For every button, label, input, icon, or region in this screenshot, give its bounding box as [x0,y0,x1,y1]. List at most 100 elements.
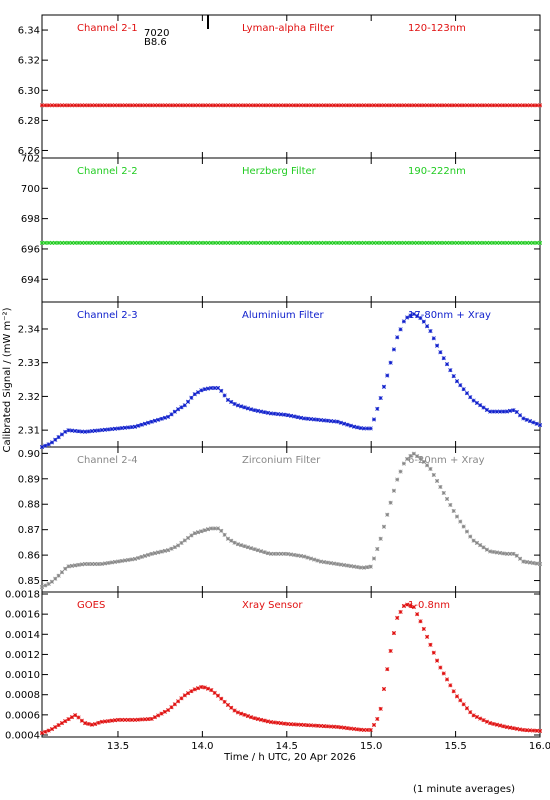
data-point [514,409,519,415]
filter-label: Xray Sensor [242,600,303,611]
data-point [282,103,287,108]
data-point [464,706,470,711]
data-point [441,356,446,361]
data-point [205,386,211,391]
data-point [205,686,211,691]
data-point [395,240,400,245]
data-point [225,103,231,108]
flare-class-label: B8.6 [144,37,167,48]
data-point [308,416,314,422]
data-point [56,573,61,578]
data-point [534,421,539,426]
data-point [405,103,410,108]
data-point [185,103,191,108]
data-point [378,240,383,245]
data-point [415,454,420,459]
data-point [252,547,257,552]
data-point [66,564,71,569]
data-point [534,728,539,733]
data-point [76,562,81,567]
data-point [162,548,167,553]
data-point [46,442,51,447]
data-point [126,717,131,722]
data-point [109,718,114,723]
data-point [391,240,397,245]
series-1 [39,103,543,108]
data-point [484,719,489,724]
data-point [438,484,443,490]
data-point [156,550,161,555]
data-point [431,650,436,655]
data-point [152,240,157,245]
data-point [474,103,480,108]
data-point [46,103,51,108]
data-point [308,240,314,245]
data-point [312,557,317,562]
data-point [312,240,317,245]
data-point [431,336,436,341]
data-point [63,429,68,434]
data-point [305,103,310,108]
data-point [122,240,128,245]
data-point [405,602,410,607]
data-point [514,553,519,558]
data-point [325,418,330,423]
data-point [375,103,380,108]
data-point [361,565,367,570]
data-point [431,240,436,245]
data-point [189,240,194,245]
data-point [252,240,257,245]
data-point [139,554,144,559]
data-point [471,398,476,403]
data-point [139,103,144,108]
data-point [89,561,94,567]
data-point [162,415,167,420]
data-point [491,240,496,245]
data-point [79,718,84,723]
data-point [146,717,151,722]
data-point [219,528,224,533]
data-point [345,240,350,245]
data-point [109,560,114,565]
data-point [285,413,290,418]
data-point [335,240,340,245]
data-point [298,553,304,559]
data-point [491,103,496,108]
data-point [295,722,300,727]
data-point [86,721,91,727]
data-point [69,563,74,568]
data-point [272,411,277,416]
data-point [275,411,280,417]
data-point [342,725,347,730]
data-point [335,724,340,730]
data-point [112,426,118,431]
data-point [451,374,456,379]
data-point [102,719,108,724]
data-point [514,240,519,245]
data-point [504,551,509,556]
data-point [185,399,191,404]
data-point [239,240,244,245]
data-point [302,416,307,421]
data-point [239,103,244,108]
data-point [454,240,460,245]
data-point [365,240,370,245]
panel-frame [41,591,541,738]
data-point [385,240,390,245]
data-point [209,103,214,108]
data-point [292,552,297,558]
data-point [83,721,88,726]
data-point [265,103,270,108]
data-point [86,240,91,245]
data-point [222,699,227,704]
data-point [328,103,333,108]
data-point [444,677,450,682]
data-point [385,373,390,378]
data-point [195,530,201,535]
data-point [421,626,426,632]
data-point [268,411,274,416]
data-point [388,240,393,245]
data-point [371,417,377,422]
y-tick-label: 0.0014 [5,630,40,641]
data-point [235,403,240,408]
